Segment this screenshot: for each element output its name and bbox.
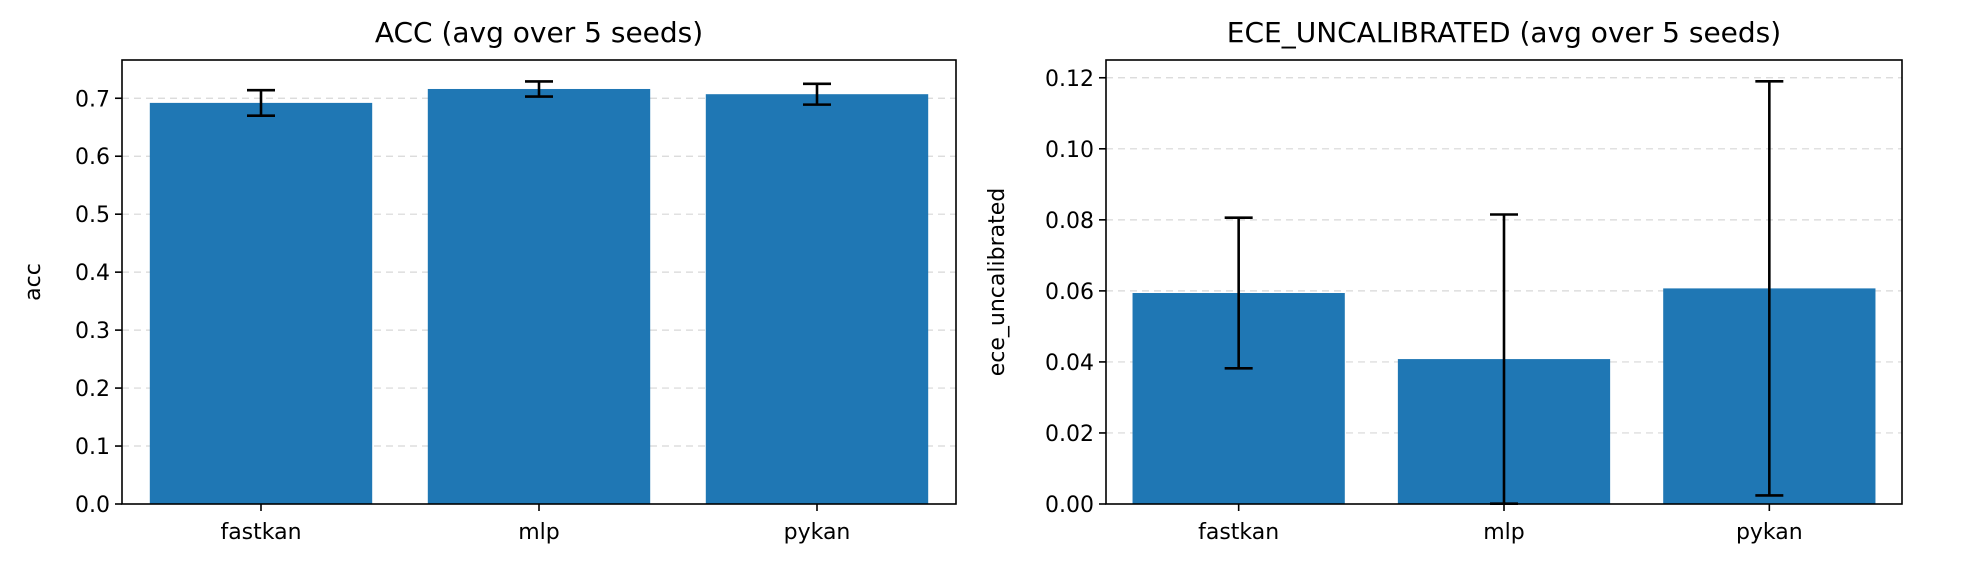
- ece-x-tick-label-fastkan: fastkan: [1198, 520, 1279, 545]
- acc-y-tick-label: 0.4: [75, 261, 110, 286]
- ece-y-tick-label: 0.12: [1045, 67, 1094, 92]
- ece-y-axis-label: ece_uncalibrated: [985, 188, 1010, 376]
- acc-y-axis-label: acc: [21, 263, 46, 301]
- ece-error-bar-fastkan: [1224, 216, 1253, 370]
- acc-y-tick-label: 0.2: [75, 377, 110, 402]
- acc-bar-pykan: [705, 94, 929, 505]
- acc-bar-mlp: [427, 88, 651, 504]
- acc-chart-panel: ACC (avg over 5 seeds) acc 0.0 0.1 0.2 0.3 0…: [21, 16, 957, 545]
- acc-error-bar-fastkan: [247, 88, 275, 117]
- acc-chart-title: ACC (avg over 5 seeds): [375, 16, 703, 49]
- acc-error-bar-pykan: [803, 82, 831, 106]
- acc-y-tick-label: 0.5: [75, 203, 110, 228]
- ece-x-tick-label-pykan: pykan: [1736, 520, 1803, 545]
- acc-x-tick-label-mlp: mlp: [518, 520, 560, 545]
- acc-error-bar-mlp: [525, 80, 553, 98]
- acc-y-tick-label: 0.3: [75, 319, 110, 344]
- ece-y-tick-label: 0.08: [1045, 209, 1094, 234]
- ece-y-tick-label: 0.10: [1045, 138, 1094, 163]
- ece-y-tick-label: 0.00: [1045, 493, 1094, 518]
- ece-x-tick-label-mlp: mlp: [1483, 520, 1525, 545]
- ece-y-tick-label: 0.04: [1045, 351, 1094, 376]
- ece-error-bar-pykan: [1755, 80, 1784, 497]
- acc-x-tick-label-pykan: pykan: [784, 520, 851, 545]
- acc-bar-fastkan: [149, 102, 373, 505]
- acc-x-tick-label-fastkan: fastkan: [220, 520, 301, 545]
- ece-chart-panel: ECE_UNCALIBRATED (avg over 5 seeds) ece_…: [985, 16, 1903, 545]
- acc-y-tick-label: 0.1: [75, 435, 110, 460]
- acc-y-tick-label: 0.7: [75, 87, 110, 112]
- acc-y-tick-label: 0.0: [75, 493, 110, 518]
- ece-y-tick-label: 0.06: [1045, 280, 1094, 305]
- acc-y-tick-label: 0.6: [75, 145, 110, 170]
- ece-chart-title: ECE_UNCALIBRATED (avg over 5 seeds): [1227, 16, 1781, 49]
- ece-y-tick-label: 0.02: [1045, 422, 1094, 447]
